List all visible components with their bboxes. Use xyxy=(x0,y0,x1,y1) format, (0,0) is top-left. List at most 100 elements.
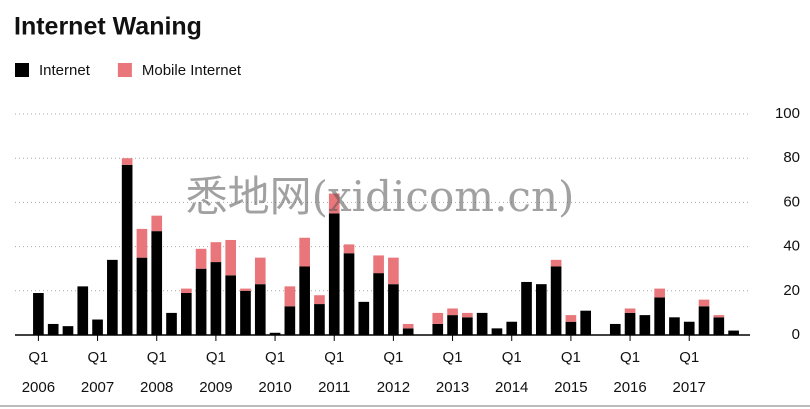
x-year-label: 2015 xyxy=(554,379,587,396)
bar-segment xyxy=(107,259,118,335)
bar-segment xyxy=(506,321,518,335)
bar-segment xyxy=(225,239,237,276)
bar-segment xyxy=(328,193,340,214)
bar-segment xyxy=(639,315,651,335)
x-year-label: 2017 xyxy=(673,379,706,396)
x-year-label: 2008 xyxy=(140,379,173,396)
legend-swatch xyxy=(117,63,132,77)
bar-segment xyxy=(195,248,207,269)
x-year-label: 2007 xyxy=(81,379,114,396)
bar-segment xyxy=(210,242,222,263)
bar-segment xyxy=(669,317,680,335)
bar-segment xyxy=(62,326,74,335)
bar-segment xyxy=(121,164,133,335)
chart-title: Internet Waning xyxy=(14,13,202,41)
bar-segment xyxy=(550,266,562,335)
y-tick-label: 40 xyxy=(783,238,800,255)
bar-segment xyxy=(491,328,503,335)
y-tick-label: 60 xyxy=(783,193,800,210)
bar-segment xyxy=(565,315,577,322)
legend-label: Mobile Internet xyxy=(142,62,242,79)
bar-segment xyxy=(565,321,577,335)
bar-segment xyxy=(402,328,414,335)
bar-segment xyxy=(654,288,665,298)
x-year-label: 2013 xyxy=(436,379,469,396)
bar-segment xyxy=(254,257,266,285)
bar-segment xyxy=(462,312,473,318)
bar-segment xyxy=(343,253,355,335)
bar-segment xyxy=(180,288,192,294)
x-year-label: 2014 xyxy=(495,379,528,396)
x-tick-label: Q1 xyxy=(88,349,108,366)
bar-segment xyxy=(713,315,725,318)
bar-segment xyxy=(210,262,222,335)
bar-segment xyxy=(447,315,458,335)
bar-segment xyxy=(284,306,296,335)
x-tick-label: Q1 xyxy=(620,349,640,366)
bar-segment xyxy=(624,312,636,335)
bar-segment xyxy=(314,304,325,335)
bar-segment xyxy=(624,308,636,313)
bar-segment xyxy=(121,158,133,165)
legend-swatch xyxy=(15,63,29,77)
bar-segment xyxy=(580,310,592,335)
bar-segment xyxy=(521,281,532,335)
bar-segment xyxy=(225,275,237,335)
bar-segment xyxy=(728,330,739,335)
bar-segment xyxy=(698,306,710,335)
bar-segment xyxy=(683,321,695,335)
bar-segment xyxy=(713,317,725,335)
y-tick-label: 80 xyxy=(783,149,800,166)
bar-segment xyxy=(550,259,562,267)
bar-segment xyxy=(373,255,384,274)
x-tick-label: Q1 xyxy=(383,349,403,366)
x-tick-label: Q1 xyxy=(206,349,226,366)
x-tick-label: Q1 xyxy=(443,349,463,366)
bar-segment xyxy=(654,297,665,335)
bar-segment xyxy=(47,323,59,335)
bar-segment xyxy=(136,257,148,335)
bar-segment xyxy=(92,319,103,335)
y-tick-label: 20 xyxy=(783,282,800,299)
bar-segment xyxy=(432,323,444,335)
bar-segment xyxy=(535,284,547,335)
bar-segment xyxy=(151,215,163,232)
bar-segment xyxy=(195,268,207,335)
x-tick-label: Q1 xyxy=(502,349,522,366)
y-tick-label: 0 xyxy=(792,326,800,343)
x-year-label: 2010 xyxy=(258,379,291,396)
x-tick-label: Q1 xyxy=(561,349,581,366)
bar-segment xyxy=(269,332,281,335)
x-year-label: 2016 xyxy=(613,379,646,396)
bar-segment xyxy=(373,273,384,335)
bar-segment xyxy=(609,323,621,335)
x-tick-label: Q1 xyxy=(324,349,344,366)
bar-segment xyxy=(254,284,266,335)
x-year-label: 2011 xyxy=(318,379,350,396)
x-tick-label: Q1 xyxy=(147,349,167,366)
bar-segment xyxy=(314,295,325,305)
x-year-label: 2012 xyxy=(377,379,410,396)
watermark: 悉地网(xidicom.cn) xyxy=(186,172,575,221)
bar-segment xyxy=(462,317,473,335)
x-tick-label: Q1 xyxy=(265,349,285,366)
y-tick-label: 100 xyxy=(775,105,800,122)
bar-segment xyxy=(299,266,310,335)
bar-segment xyxy=(77,286,89,335)
bar-segment xyxy=(447,308,458,316)
bar-segment xyxy=(358,301,370,335)
x-year-label: 2006 xyxy=(22,379,55,396)
x-tick-label: Q1 xyxy=(679,349,699,366)
bar-segment xyxy=(402,323,414,329)
bar-segment xyxy=(151,231,163,335)
x-tick-label: Q1 xyxy=(28,349,48,366)
bar-segment xyxy=(33,293,44,335)
bar-segment xyxy=(166,312,177,335)
bar-segment xyxy=(328,213,340,335)
bar-segment xyxy=(476,312,488,335)
bar-segment xyxy=(432,312,444,324)
bar-segment xyxy=(284,286,296,307)
bar-segment xyxy=(343,244,355,254)
bar-segment xyxy=(388,284,399,335)
bar-segment xyxy=(240,290,251,335)
